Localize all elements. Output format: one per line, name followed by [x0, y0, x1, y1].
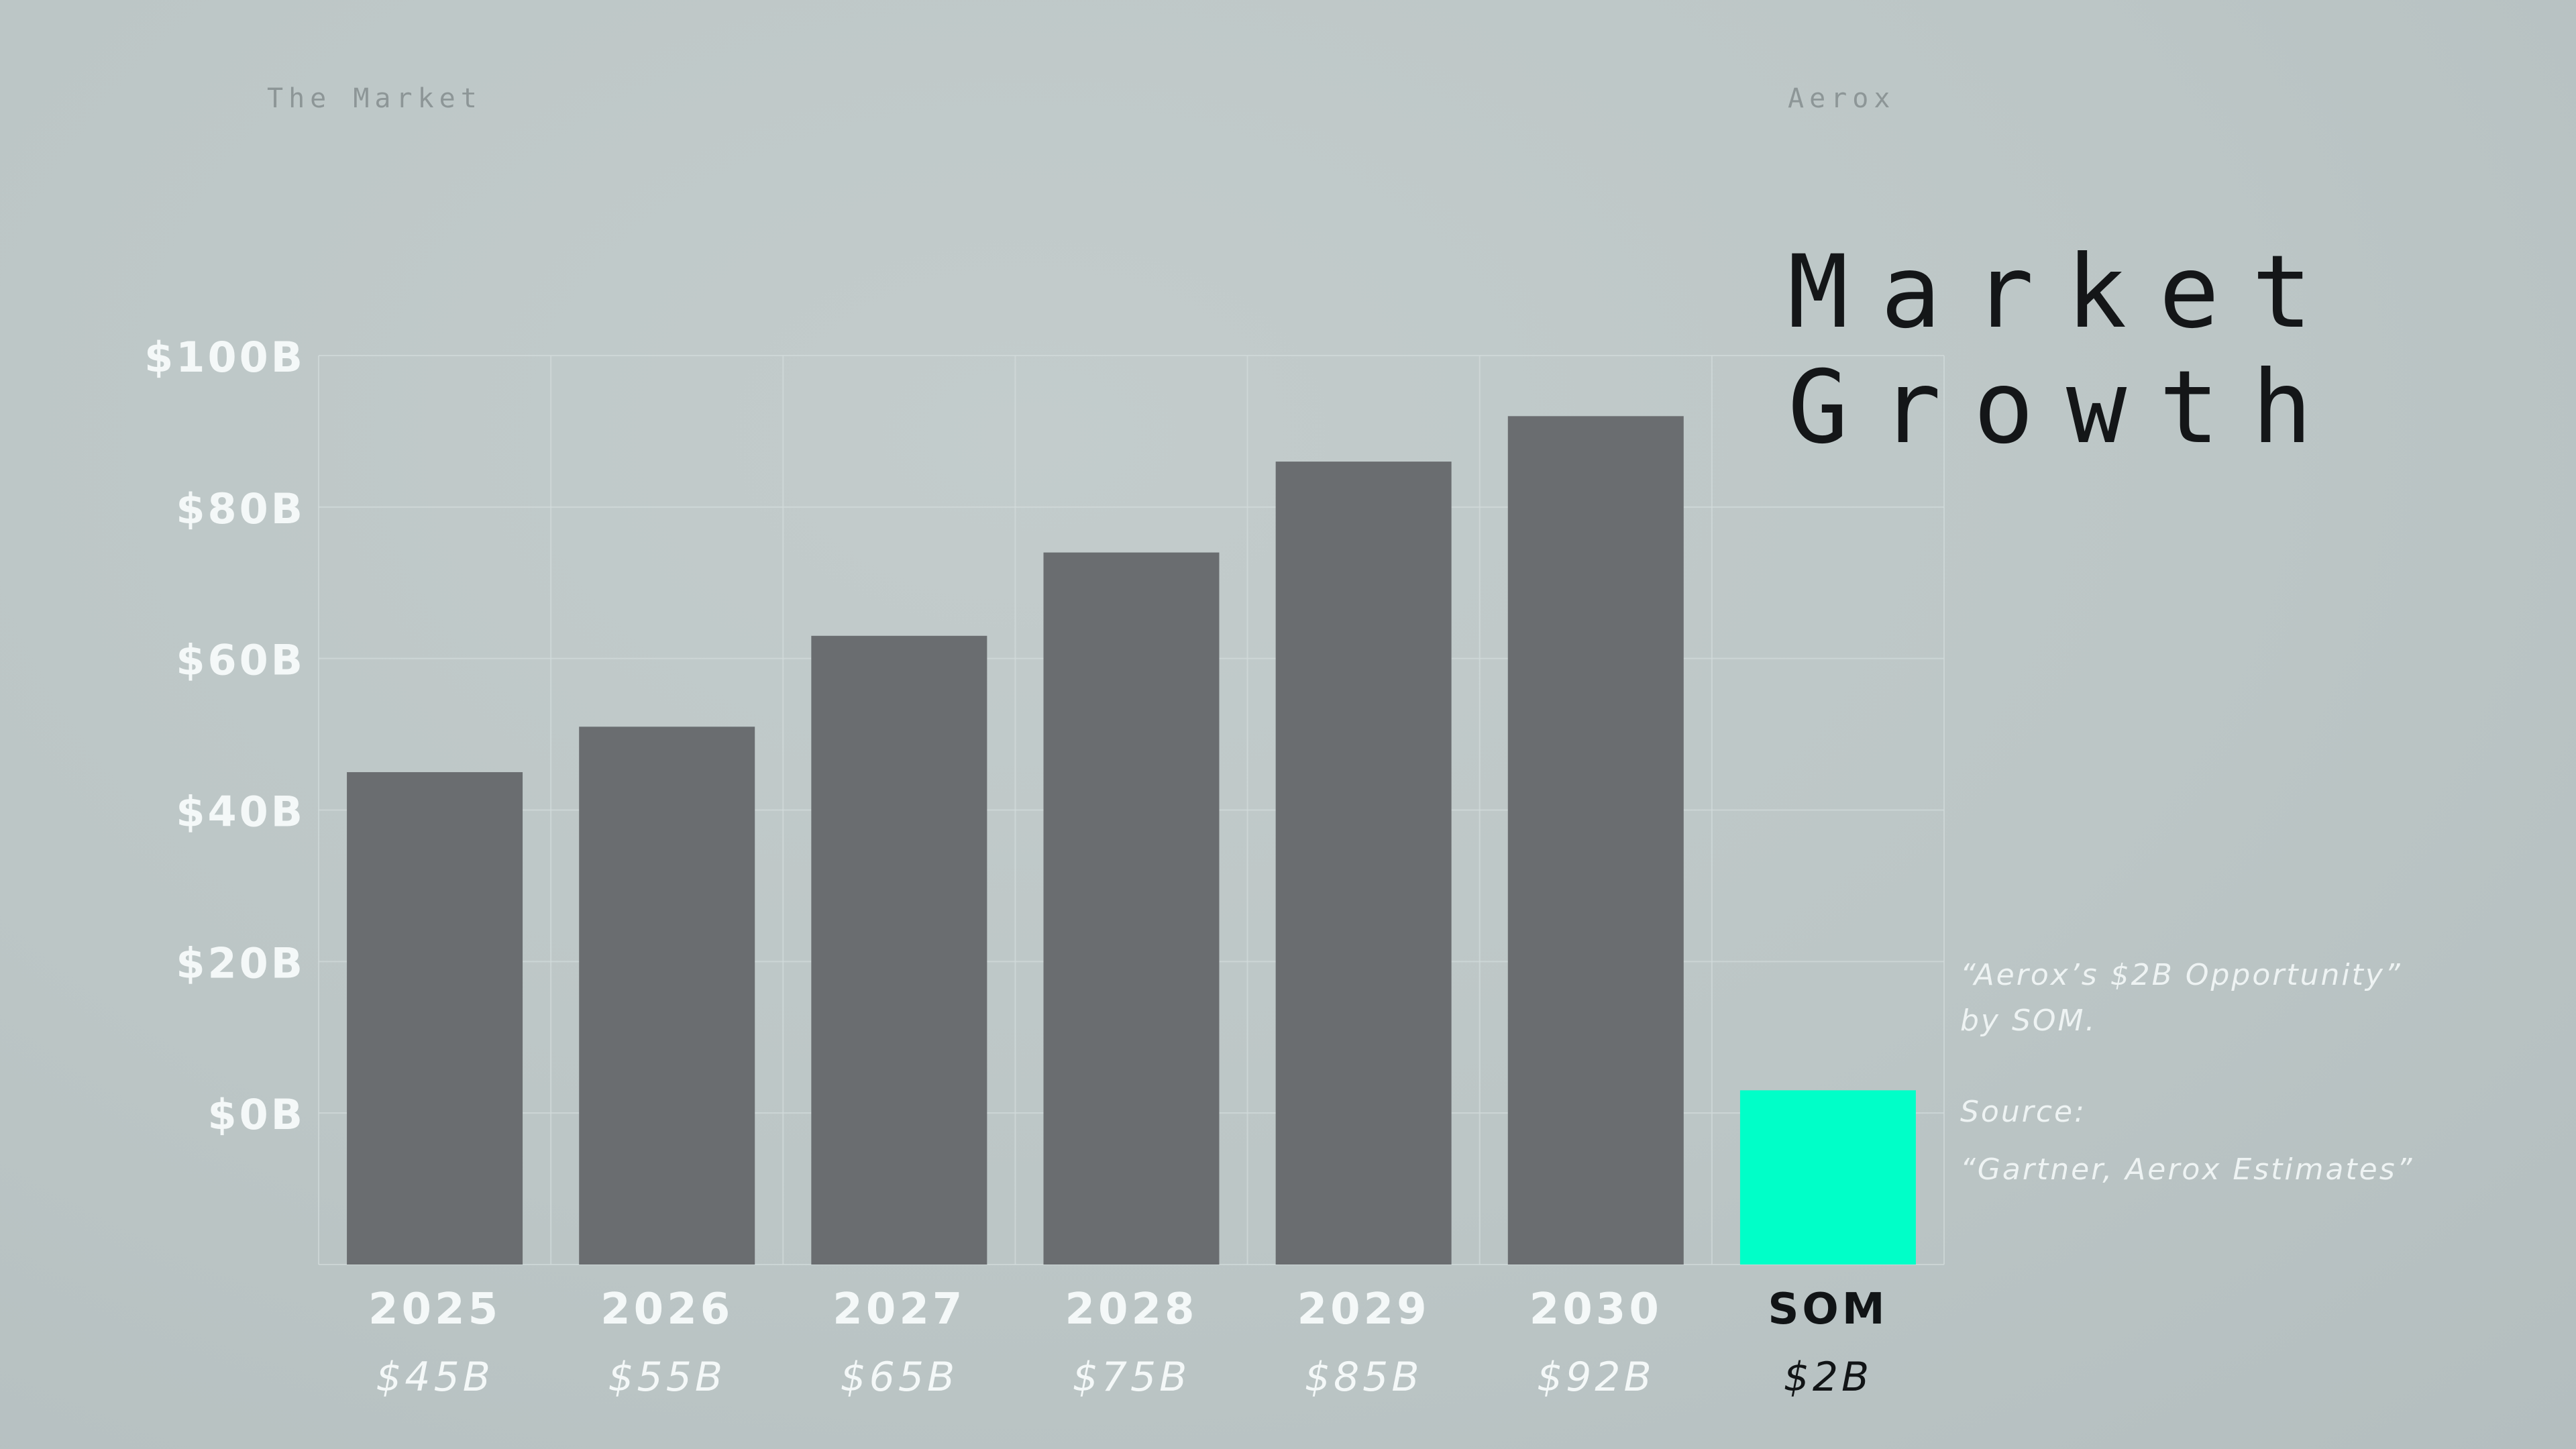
x-category-label: SOM	[1768, 1285, 1888, 1334]
bar-value-label: $85B	[1305, 1354, 1423, 1401]
x-category-label: 2029	[1297, 1285, 1430, 1334]
y-tick-label: $0B	[207, 1090, 305, 1139]
x-category-label: 2030	[1529, 1285, 1662, 1334]
bar-value-label: $92B	[1537, 1354, 1655, 1401]
x-category-label: 2025	[368, 1285, 501, 1334]
x-category-label: 2028	[1065, 1285, 1197, 1334]
bar-2026	[579, 727, 755, 1265]
opportunity-quote-line-1: “Aerox’s $2B Opportunity”	[1960, 958, 2402, 992]
source-label: Source:	[1960, 1095, 2086, 1129]
x-category-label: 2026	[600, 1285, 733, 1334]
y-tick-label: $100B	[144, 333, 305, 382]
bar-value-label: $65B	[841, 1354, 959, 1401]
page-title: Market Growth	[1788, 235, 2345, 466]
bar-value-label: $2B	[1784, 1354, 1873, 1401]
y-tick-label: $60B	[176, 636, 305, 685]
header-section-label: The Market	[267, 83, 482, 114]
opportunity-quote-line-2: by SOM.	[1960, 1004, 2097, 1038]
bar-2025	[347, 772, 523, 1265]
bar-value-label: $45B	[376, 1354, 494, 1401]
bar-2027	[811, 635, 987, 1265]
bar-value-label: $55B	[608, 1354, 726, 1401]
y-tick-label: $80B	[176, 484, 305, 533]
bar-value-label: $75B	[1073, 1354, 1191, 1401]
title-line-2: Growth	[1788, 350, 2345, 466]
bar-2030	[1507, 416, 1684, 1265]
y-tick-label: $40B	[176, 788, 305, 837]
y-tick-label: $20B	[176, 938, 305, 987]
bar-2028	[1043, 552, 1220, 1265]
header-brand-label: Aerox	[1788, 83, 1896, 114]
bar-som	[1739, 1090, 1916, 1265]
source-value: “Gartner, Aerox Estimates”	[1960, 1152, 2414, 1187]
title-line-1: Market	[1788, 234, 2345, 351]
bar-2029	[1275, 462, 1452, 1265]
x-category-label: 2027	[833, 1285, 965, 1334]
